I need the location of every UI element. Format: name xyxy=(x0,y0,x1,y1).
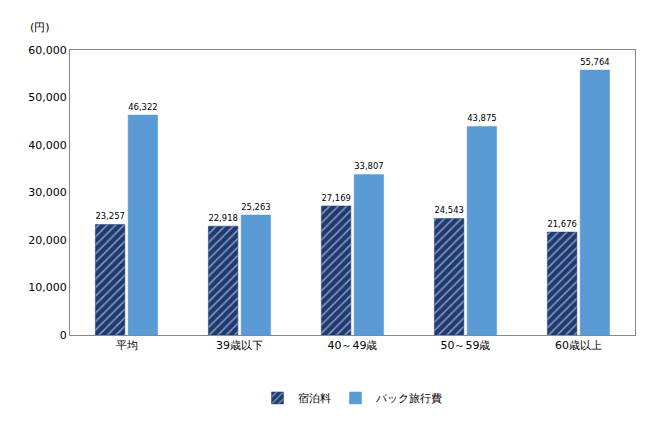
svg-text:24,543: 24,543 xyxy=(434,205,463,215)
svg-text:平均: 平均 xyxy=(116,339,138,352)
svg-text:43,875: 43,875 xyxy=(467,113,496,123)
svg-text:46,322: 46,322 xyxy=(128,102,157,112)
svg-text:30,000: 30,000 xyxy=(28,186,67,199)
svg-text:33,807: 33,807 xyxy=(354,161,383,171)
svg-text:21,676: 21,676 xyxy=(547,219,576,229)
svg-text:パック旅行費: パック旅行費 xyxy=(375,392,442,405)
svg-text:50～59歳: 50～59歳 xyxy=(441,339,491,352)
svg-text:50,000: 50,000 xyxy=(28,91,67,104)
svg-text:60,000: 60,000 xyxy=(28,44,67,57)
svg-text:(円): (円) xyxy=(30,21,50,34)
svg-text:22,918: 22,918 xyxy=(208,213,237,223)
svg-text:0: 0 xyxy=(60,329,67,342)
svg-text:55,764: 55,764 xyxy=(580,57,609,67)
svg-text:27,169: 27,169 xyxy=(321,193,350,203)
svg-text:23,257: 23,257 xyxy=(95,211,124,221)
svg-text:25,263: 25,263 xyxy=(241,202,270,212)
svg-text:39歳以下: 39歳以下 xyxy=(216,339,263,352)
svg-text:40～49歳: 40～49歳 xyxy=(328,339,378,352)
svg-text:宿泊料: 宿泊料 xyxy=(298,392,331,405)
svg-text:60歳以上: 60歳以上 xyxy=(555,339,602,352)
svg-text:40,000: 40,000 xyxy=(28,139,67,152)
svg-text:10,000: 10,000 xyxy=(28,281,67,294)
svg-text:20,000: 20,000 xyxy=(28,234,67,247)
